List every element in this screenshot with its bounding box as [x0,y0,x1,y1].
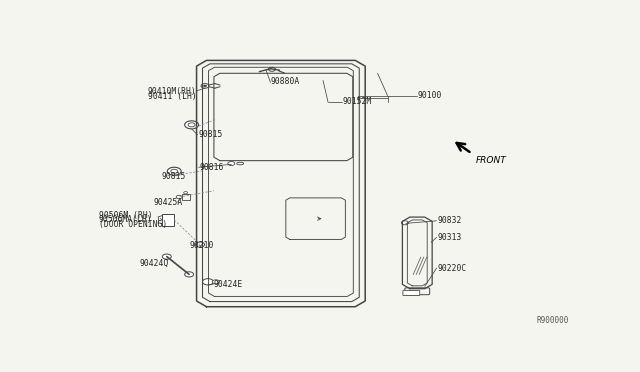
Circle shape [196,242,205,247]
Circle shape [185,121,198,129]
Text: 90424E: 90424E [214,280,243,289]
Circle shape [202,279,213,285]
Circle shape [167,167,181,175]
Text: 90411 (LH): 90411 (LH) [148,92,196,101]
Text: 90506M (RH): 90506M (RH) [99,211,152,219]
Text: 90152M: 90152M [343,97,372,106]
Circle shape [185,272,193,277]
Text: 90815: 90815 [198,130,223,140]
Text: (DOOR OPENING): (DOOR OPENING) [99,220,167,229]
Circle shape [176,195,182,199]
Text: 90424Q: 90424Q [140,259,169,268]
Text: FRONT: FRONT [476,156,506,165]
FancyBboxPatch shape [403,291,420,296]
Text: 90100: 90100 [417,91,442,100]
Circle shape [228,161,235,166]
Circle shape [401,221,408,225]
Text: 90832: 90832 [437,216,461,225]
Bar [182,194,189,200]
Text: R900000: R900000 [536,316,568,325]
Text: 90506MA(LH): 90506MA(LH) [99,215,152,224]
Bar [162,214,174,226]
Text: 90425A: 90425A [154,198,182,207]
Text: 90815: 90815 [162,172,186,181]
Text: 90816: 90816 [199,163,223,172]
Circle shape [212,280,220,284]
Circle shape [163,254,172,259]
Text: 90410M(RH): 90410M(RH) [148,87,196,96]
Circle shape [201,84,209,88]
Text: 90210: 90210 [189,241,214,250]
Text: 90880A: 90880A [271,77,300,86]
Circle shape [203,85,207,87]
Text: 90220C: 90220C [437,264,467,273]
Text: 90313: 90313 [437,234,461,243]
